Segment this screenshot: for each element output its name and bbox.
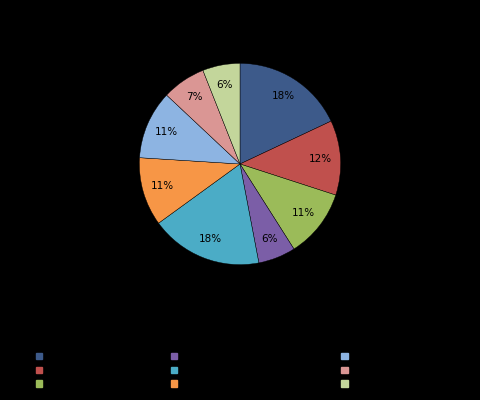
Text: 6%: 6% [262,234,278,244]
Text: 11%: 11% [151,182,174,192]
Wedge shape [140,95,240,164]
Wedge shape [240,63,331,164]
Wedge shape [240,164,294,263]
Wedge shape [158,164,259,265]
Wedge shape [167,70,240,164]
Text: 11%: 11% [292,208,315,218]
Text: 6%: 6% [216,80,233,90]
Wedge shape [240,164,336,249]
Text: 18%: 18% [199,234,222,244]
Wedge shape [240,121,341,195]
Text: 18%: 18% [272,91,295,101]
Text: 7%: 7% [187,92,203,102]
Wedge shape [139,158,240,223]
Text: 12%: 12% [309,154,332,164]
Legend: Bridgewater State, Fitchburg State, Framingham State, MA College of Liberal Arts: Bridgewater State, Fitchburg State, Fram… [34,350,464,391]
Text: 11%: 11% [155,127,178,137]
Wedge shape [203,63,240,164]
